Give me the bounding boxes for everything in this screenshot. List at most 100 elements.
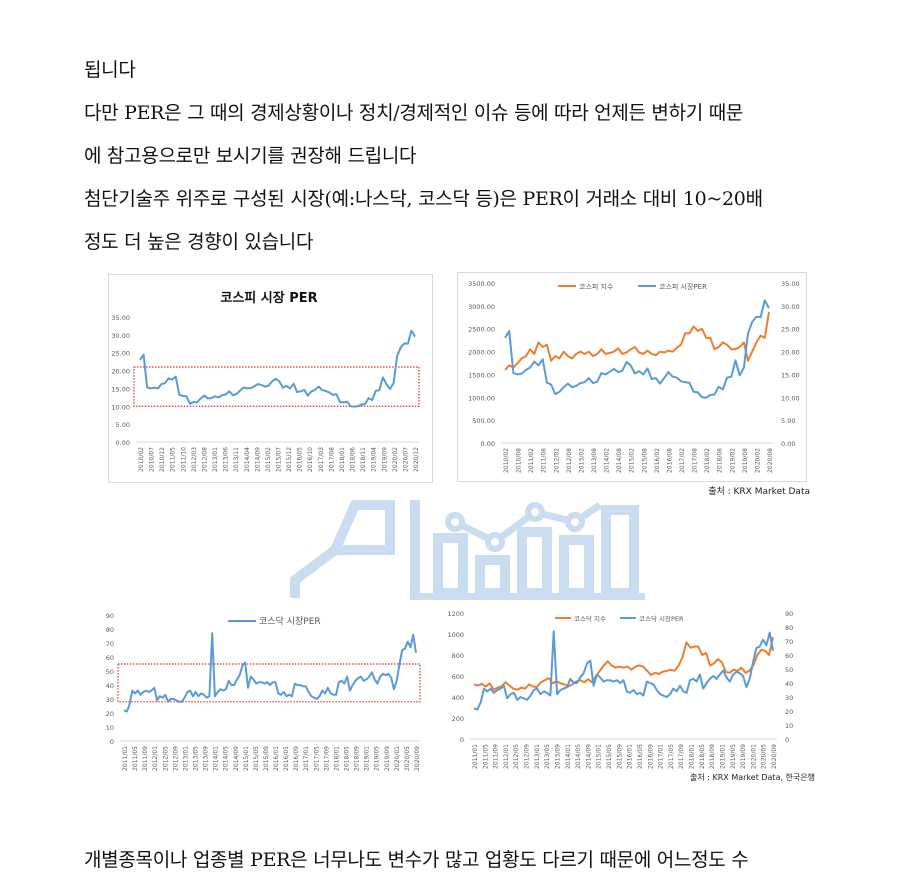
svg-text:2015/01: 2015/01 — [243, 746, 250, 771]
svg-text:400: 400 — [452, 694, 464, 702]
svg-text:2012/09: 2012/09 — [524, 744, 531, 769]
svg-text:2013/06: 2013/06 — [223, 447, 230, 472]
svg-text:2014/09: 2014/09 — [233, 746, 240, 771]
svg-text:1000: 1000 — [447, 631, 464, 639]
svg-text:1200: 1200 — [447, 610, 464, 618]
highlight-range-box — [117, 663, 421, 703]
svg-text:20: 20 — [106, 710, 114, 718]
svg-text:2014/01: 2014/01 — [565, 744, 572, 769]
legend-entry: 코스닥 시장PER — [639, 614, 684, 623]
svg-text:50: 50 — [785, 666, 793, 674]
svg-text:20.00: 20.00 — [781, 349, 800, 357]
svg-text:2015/08: 2015/08 — [641, 448, 648, 473]
svg-text:2016/02: 2016/02 — [654, 448, 661, 473]
svg-text:5.00: 5.00 — [781, 417, 795, 425]
svg-text:2011/01: 2011/01 — [122, 746, 129, 771]
svg-text:2020/01: 2020/01 — [394, 746, 401, 771]
chart-kosdaq-per: 0 10 20 30 40 50 60 70 80 90 2011/01 2011/05 2011/09… — [95, 605, 430, 780]
paragraph-2: 다만 PER은 그 때의 경제상황이나 정치/경제적인 이슈 등에 따라 언제든… — [84, 102, 744, 124]
series-line — [504, 311, 770, 371]
svg-text:0.00: 0.00 — [116, 439, 130, 447]
svg-text:1000.00: 1000.00 — [468, 394, 495, 402]
svg-text:2010/07: 2010/07 — [149, 447, 156, 472]
chart-kosdaq-index-vs-per-svg: 0 200 400 600 800 1000 1200 0 10 20 30 40 50 60 70 80 90… — [447, 610, 793, 769]
svg-text:20.00: 20.00 — [111, 368, 130, 376]
svg-text:2016/08: 2016/08 — [666, 448, 673, 473]
svg-text:2015/07: 2015/07 — [276, 447, 283, 472]
svg-text:70: 70 — [106, 640, 114, 648]
svg-text:2019/05: 2019/05 — [374, 746, 381, 771]
svg-text:2013/09: 2013/09 — [554, 744, 561, 769]
svg-text:2020/02: 2020/02 — [754, 448, 761, 473]
svg-text:90: 90 — [785, 610, 793, 618]
series-line — [473, 636, 774, 691]
svg-text:2014/08: 2014/08 — [616, 448, 623, 473]
svg-text:2017/05: 2017/05 — [313, 746, 320, 771]
svg-text:2013/02: 2013/02 — [578, 448, 585, 473]
svg-text:2018/11: 2018/11 — [360, 447, 367, 472]
svg-text:2011/05: 2011/05 — [132, 746, 139, 771]
svg-text:15.00: 15.00 — [781, 371, 800, 379]
chart-kosdaq-index-vs-per: 0 200 400 600 800 1000 1200 0 10 20 30 40 50 60 70 80 90… — [440, 605, 820, 780]
svg-text:2018/01: 2018/01 — [689, 744, 696, 769]
svg-text:2016/09: 2016/09 — [293, 746, 300, 771]
svg-text:800: 800 — [452, 652, 464, 660]
svg-text:2020/07: 2020/07 — [402, 447, 409, 472]
svg-text:500.00: 500.00 — [472, 417, 495, 425]
svg-text:2016/09: 2016/09 — [647, 744, 654, 769]
svg-text:3000.00: 3000.00 — [468, 303, 495, 311]
svg-text:2017/08: 2017/08 — [328, 447, 335, 472]
svg-text:2013/01: 2013/01 — [182, 746, 189, 771]
svg-text:0.00: 0.00 — [781, 440, 795, 448]
svg-text:30.00: 30.00 — [781, 303, 800, 311]
svg-text:2014/09: 2014/09 — [585, 744, 592, 769]
svg-text:2020/09: 2020/09 — [771, 744, 778, 769]
svg-text:2012/01: 2012/01 — [152, 746, 159, 771]
series-line — [473, 630, 774, 711]
svg-text:2011/09: 2011/09 — [493, 744, 500, 769]
svg-text:2000.00: 2000.00 — [468, 349, 495, 357]
svg-text:2020/05: 2020/05 — [404, 746, 411, 771]
svg-text:2014/09: 2014/09 — [254, 447, 261, 472]
paragraph-4: 첨단기술주 위주로 구성된 시장(예:나스닥, 코스닥 등)은 PER이 거래소… — [84, 188, 763, 210]
svg-text:2010/08: 2010/08 — [516, 448, 523, 473]
svg-text:30: 30 — [785, 694, 793, 702]
legend-entry: 코스피 지수 — [579, 282, 614, 291]
svg-text:2016/05: 2016/05 — [637, 744, 644, 769]
svg-text:20: 20 — [785, 708, 793, 716]
svg-text:2019/08: 2019/08 — [742, 448, 749, 473]
svg-text:15.00: 15.00 — [111, 385, 130, 393]
svg-text:2015/09: 2015/09 — [616, 744, 623, 769]
svg-text:2020/01: 2020/01 — [750, 744, 757, 769]
svg-text:2012/05: 2012/05 — [162, 746, 169, 771]
svg-text:2018/05: 2018/05 — [344, 746, 351, 771]
svg-text:2500.00: 2500.00 — [468, 326, 495, 334]
svg-text:2017/01: 2017/01 — [658, 744, 665, 769]
source-note-kospi: 출처 : KRX Market Data — [708, 487, 810, 497]
paragraph-5: 정도 더 높은 경향이 있습니다 — [84, 231, 314, 253]
svg-text:40: 40 — [785, 680, 793, 688]
svg-text:2013/05: 2013/05 — [544, 744, 551, 769]
svg-text:2019/01: 2019/01 — [719, 744, 726, 769]
svg-text:90: 90 — [106, 612, 114, 620]
svg-text:10.00: 10.00 — [781, 394, 800, 402]
svg-text:2020/08: 2020/08 — [767, 448, 774, 473]
svg-text:2017/01: 2017/01 — [303, 746, 310, 771]
svg-text:2015/05: 2015/05 — [253, 746, 260, 771]
svg-text:2012/08: 2012/08 — [201, 447, 208, 472]
svg-text:35.00: 35.00 — [781, 280, 800, 288]
svg-text:30.00: 30.00 — [111, 332, 130, 340]
chart-kospi-index-vs-per-svg: 0.00 500.00 1000.00 1500.00 2000.00 2500.00 30… — [468, 280, 800, 473]
svg-text:600: 600 — [452, 673, 464, 681]
svg-text:2017/08: 2017/08 — [692, 448, 699, 473]
svg-text:60: 60 — [106, 654, 114, 662]
chart-kosdaq-per-svg: 0 10 20 30 40 50 60 70 80 90 2011/01 2011/05 2011/09… — [106, 612, 421, 771]
svg-text:2015/05: 2015/05 — [606, 744, 613, 769]
svg-text:2017/02: 2017/02 — [679, 448, 686, 473]
svg-text:2018/05: 2018/05 — [699, 744, 706, 769]
chart-kospi-per-svg: 코스피 시장 PER 0.00 5.00 10.00 15.00 20.00 25.00 30… — [111, 290, 420, 472]
svg-text:10: 10 — [785, 722, 793, 730]
svg-text:2012/05: 2012/05 — [513, 744, 520, 769]
svg-text:2018/01: 2018/01 — [333, 746, 340, 771]
svg-text:2011/05: 2011/05 — [482, 744, 489, 769]
